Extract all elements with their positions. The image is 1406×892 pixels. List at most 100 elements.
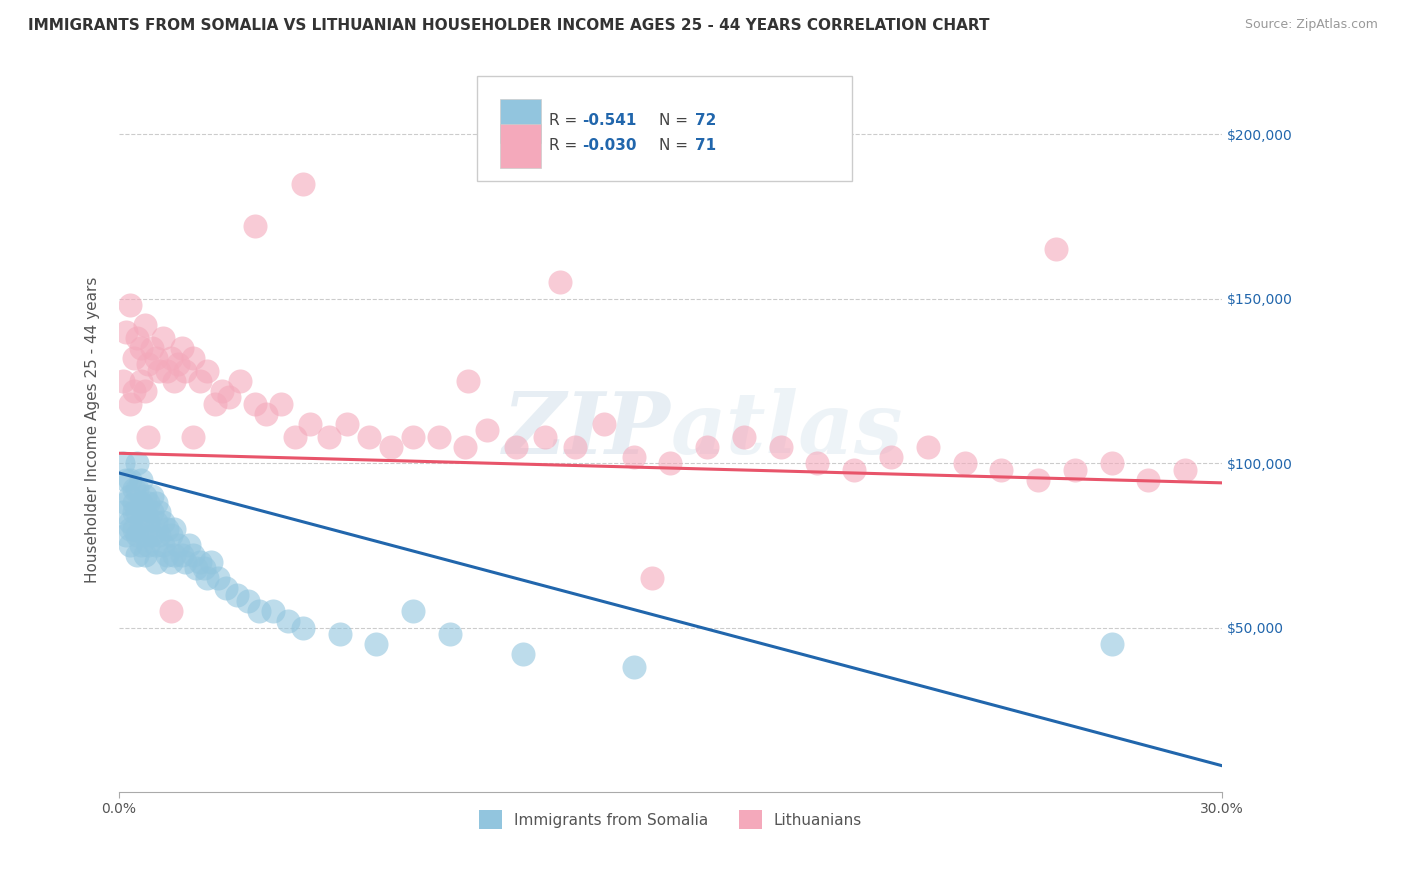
- Point: [953, 456, 976, 470]
- Point: [115, 473, 138, 487]
- Point: [134, 489, 156, 503]
- Point: [167, 538, 190, 552]
- Point: [159, 604, 181, 618]
- Point: [439, 627, 461, 641]
- Point: [127, 548, 149, 562]
- Point: [186, 561, 208, 575]
- Text: -0.030: -0.030: [582, 138, 637, 153]
- Text: -0.541: -0.541: [582, 113, 637, 128]
- Point: [806, 456, 828, 470]
- Point: [623, 660, 645, 674]
- Point: [156, 548, 179, 562]
- Point: [134, 548, 156, 562]
- Point: [270, 397, 292, 411]
- Point: [115, 325, 138, 339]
- Point: [122, 384, 145, 398]
- Legend: Immigrants from Somalia, Lithuanians: Immigrants from Somalia, Lithuanians: [472, 804, 869, 835]
- Point: [357, 430, 380, 444]
- Point: [141, 505, 163, 519]
- Point: [277, 614, 299, 628]
- Point: [129, 473, 152, 487]
- Point: [138, 358, 160, 372]
- Point: [512, 647, 534, 661]
- Point: [141, 528, 163, 542]
- Text: N =: N =: [659, 138, 693, 153]
- Point: [134, 528, 156, 542]
- Point: [329, 627, 352, 641]
- Point: [659, 456, 682, 470]
- Point: [111, 456, 134, 470]
- Point: [156, 364, 179, 378]
- Point: [188, 374, 211, 388]
- Point: [129, 516, 152, 530]
- Point: [505, 440, 527, 454]
- Point: [218, 390, 240, 404]
- Point: [122, 495, 145, 509]
- Point: [427, 430, 450, 444]
- Point: [214, 581, 236, 595]
- Y-axis label: Householder Income Ages 25 - 44 years: Householder Income Ages 25 - 44 years: [86, 277, 100, 583]
- Point: [163, 548, 186, 562]
- Point: [177, 538, 200, 552]
- Point: [141, 341, 163, 355]
- Point: [174, 555, 197, 569]
- Point: [174, 364, 197, 378]
- Text: 71: 71: [695, 138, 716, 153]
- Text: 72: 72: [695, 113, 716, 128]
- Point: [120, 298, 142, 312]
- Point: [402, 604, 425, 618]
- Point: [641, 571, 664, 585]
- Point: [127, 505, 149, 519]
- Text: N =: N =: [659, 113, 693, 128]
- Point: [141, 489, 163, 503]
- Point: [111, 374, 134, 388]
- Point: [127, 456, 149, 470]
- Point: [236, 594, 259, 608]
- Point: [193, 561, 215, 575]
- Point: [148, 528, 170, 542]
- Point: [844, 463, 866, 477]
- Point: [195, 364, 218, 378]
- Point: [115, 495, 138, 509]
- Point: [880, 450, 903, 464]
- Point: [990, 463, 1012, 477]
- Point: [243, 397, 266, 411]
- FancyBboxPatch shape: [478, 76, 852, 181]
- Point: [129, 538, 152, 552]
- Text: R =: R =: [550, 113, 582, 128]
- Point: [402, 430, 425, 444]
- Text: ZIP: ZIP: [502, 389, 671, 472]
- Point: [120, 522, 142, 536]
- Point: [127, 331, 149, 345]
- Point: [243, 219, 266, 234]
- Point: [534, 430, 557, 444]
- Point: [120, 489, 142, 503]
- Point: [299, 417, 322, 431]
- Point: [262, 604, 284, 618]
- Point: [204, 397, 226, 411]
- Point: [225, 588, 247, 602]
- Point: [145, 351, 167, 365]
- Point: [145, 555, 167, 569]
- Point: [207, 571, 229, 585]
- Point: [564, 440, 586, 454]
- Point: [129, 495, 152, 509]
- Text: IMMIGRANTS FROM SOMALIA VS LITHUANIAN HOUSEHOLDER INCOME AGES 25 - 44 YEARS CORR: IMMIGRANTS FROM SOMALIA VS LITHUANIAN HO…: [28, 18, 990, 33]
- Point: [1101, 456, 1123, 470]
- Point: [380, 440, 402, 454]
- Point: [1063, 463, 1085, 477]
- Point: [122, 351, 145, 365]
- Point: [122, 483, 145, 497]
- Point: [696, 440, 718, 454]
- Point: [148, 505, 170, 519]
- Point: [152, 331, 174, 345]
- Point: [769, 440, 792, 454]
- Point: [247, 604, 270, 618]
- Point: [138, 538, 160, 552]
- Point: [145, 538, 167, 552]
- Point: [284, 430, 307, 444]
- Point: [122, 522, 145, 536]
- Point: [129, 374, 152, 388]
- Point: [122, 505, 145, 519]
- Point: [181, 351, 204, 365]
